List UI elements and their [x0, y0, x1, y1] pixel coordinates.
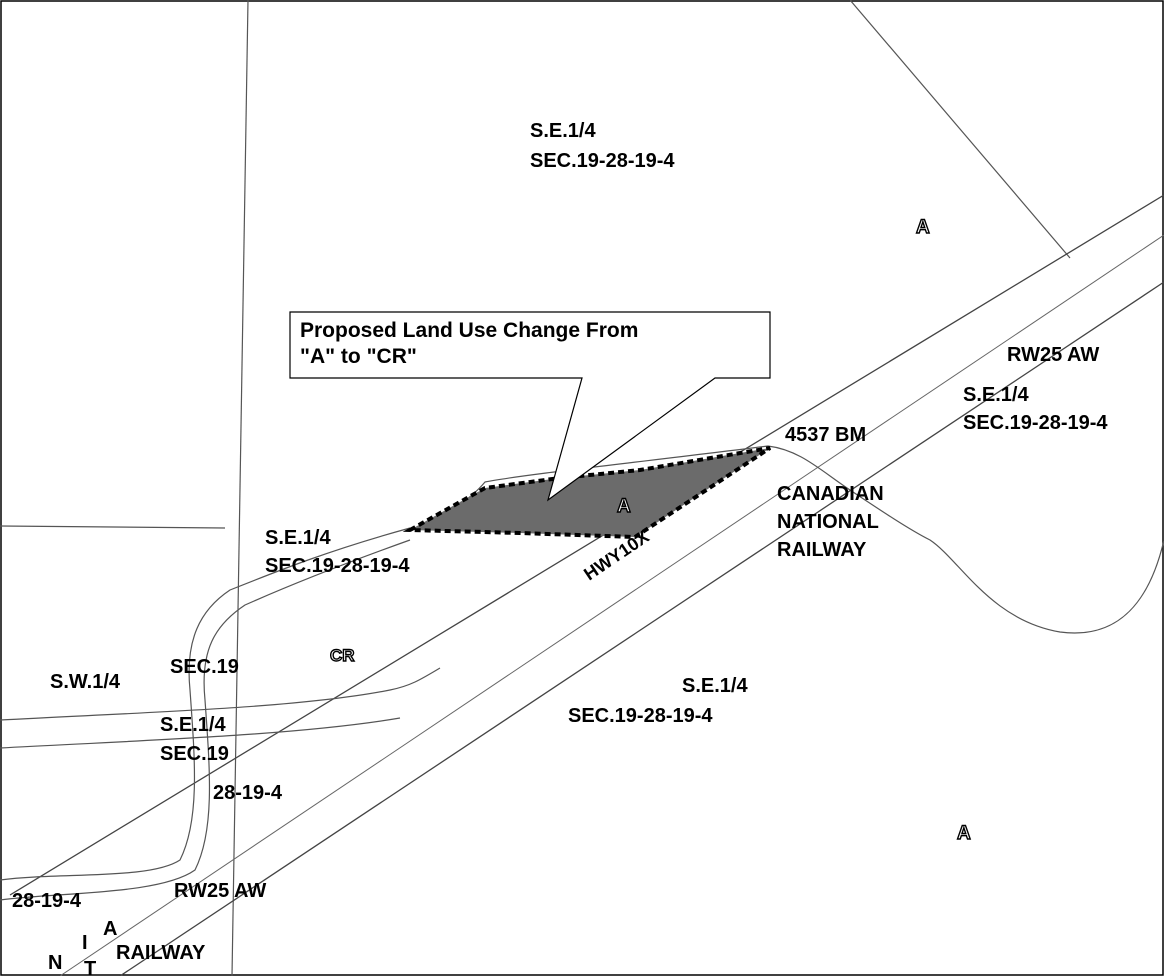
railway-label-line-1: CANADIAN [777, 483, 884, 505]
callout-box [289, 311, 771, 502]
parcel-label-twp-a: 28-19-4 [213, 782, 282, 804]
highway-centre-line [59, 234, 1164, 976]
parcel-label-right-quarter: S.E.1/4 [963, 384, 1029, 406]
fragment-letter-i: I [82, 932, 88, 954]
parcel-label-sec19-b: SEC.19 [160, 743, 229, 765]
fragment-letter-t: T [84, 958, 97, 976]
parcel-label-twp-b: 28-19-4 [12, 890, 81, 912]
road-edge-north [0, 667, 441, 721]
parcel-label-se-small-quarter: S.E.1/4 [160, 714, 226, 736]
fragment-letter-a: A [103, 918, 118, 940]
section-line-vertical [231, 0, 249, 976]
railway-label-line-2: NATIONAL [777, 511, 879, 533]
callout-line-1: Proposed Land Use Change From [300, 319, 639, 342]
zoning-label-south-east: A [956, 823, 971, 844]
zoning-label-north: A [915, 217, 930, 238]
callout-text: Proposed Land Use Change From "A" to "CR… [300, 318, 638, 370]
parcel-label-left-section: SEC.19-28-19-4 [265, 555, 410, 577]
fragment-letter-n: N [48, 952, 63, 974]
benchmark-label: 4537 BM [785, 424, 867, 446]
parcel-label-right-section: SEC.19-28-19-4 [963, 412, 1108, 434]
parcel-label-top-section: SEC.19-28-19-4 [530, 150, 675, 172]
proposed-parcel[interactable] [402, 446, 772, 540]
access-road-west-a [0, 527, 411, 881]
right-of-way-label-bottom: RW25 AW [174, 880, 267, 902]
callout-line-2: "A" to "CR" [300, 345, 417, 368]
access-road-west-b [0, 539, 411, 901]
highway-edge-south [119, 281, 1164, 976]
trail-east [767, 445, 1164, 634]
parcel-label-bottom-quarter: S.E.1/4 [682, 675, 748, 697]
parcel-label-sw-quarter: S.W.1/4 [50, 671, 121, 693]
highway-edge-north [9, 194, 1164, 896]
parcel-label-top-quarter: S.E.1/4 [530, 120, 596, 142]
parcel-label-sec19-a: SEC.19 [170, 656, 239, 678]
railway-label-line-3: RAILWAY [777, 539, 867, 561]
zoning-label-parcel: A [616, 496, 631, 517]
parcel-label-bottom-section: SEC.19-28-19-4 [568, 705, 713, 727]
railway-label-bottom: RAILWAY [116, 942, 206, 964]
quarter-line-west [0, 525, 226, 529]
road-edge-south [0, 717, 401, 749]
section-line-diagonal [849, 0, 1071, 259]
parcel-label-left-quarter: S.E.1/4 [265, 527, 331, 549]
right-of-way-label-top: RW25 AW [1007, 344, 1100, 366]
zoning-label-commercial: CR [329, 645, 355, 665]
